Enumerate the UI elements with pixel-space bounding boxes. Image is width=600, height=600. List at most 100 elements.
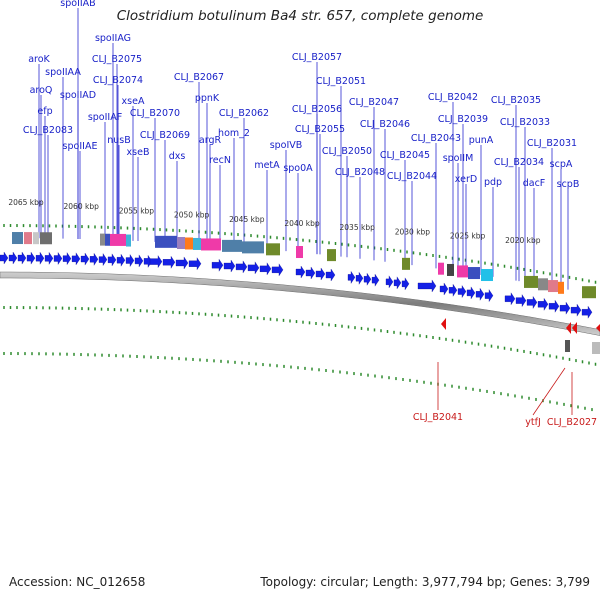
- feature-box: [565, 340, 570, 352]
- feature-box: [438, 262, 444, 275]
- gene-label: spoIIAE: [63, 141, 98, 152]
- gene-label: recN: [209, 155, 231, 166]
- reverse-leader-line: [532, 367, 566, 416]
- gene-label: CLJ_B2075: [92, 54, 142, 65]
- gene-arrow-forward: [475, 287, 485, 301]
- gene-label: CLJ_B2045: [380, 150, 430, 161]
- gene-arrow-forward: [149, 255, 163, 269]
- feature-box: [524, 275, 538, 288]
- gene-label: argR: [199, 135, 222, 146]
- gene-label: CLJ_B2043: [411, 133, 461, 144]
- gene-arrow-forward: [71, 252, 81, 266]
- feature-box: [193, 237, 201, 250]
- gene-arrow-forward: [504, 292, 516, 306]
- gene-label: aroQ: [30, 85, 53, 96]
- kbp-label: 2035 kbp: [340, 223, 376, 232]
- gene-arrow-forward: [107, 253, 117, 267]
- gene-label: aroK: [28, 54, 50, 65]
- gene-label: spoIIAF: [88, 112, 122, 123]
- feature-box: [548, 280, 558, 293]
- gene-label: CLJ_B2042: [428, 92, 478, 103]
- gene-label: xseB: [127, 147, 150, 158]
- feature-box: [481, 269, 493, 282]
- gene-arrow-forward: [134, 254, 144, 268]
- gene-label: CLJ_B2051: [316, 76, 366, 87]
- feature-box: [105, 233, 110, 246]
- gene-arrow-reverse: [566, 322, 571, 334]
- gene-arrow-forward: [581, 305, 593, 319]
- gene-label: spoIIAB: [60, 0, 95, 9]
- feature-box: [402, 257, 410, 270]
- gene-arrow-forward: [26, 251, 36, 265]
- feature-boxes: [12, 232, 600, 354]
- gene-arrow-forward: [484, 289, 494, 303]
- feature-box: [242, 241, 264, 254]
- gene-arrows: [0, 251, 600, 334]
- gene-label: spoIIAG: [95, 33, 131, 44]
- gene-label-reverse: ytfJ: [525, 417, 541, 428]
- feature-box: [110, 233, 126, 246]
- feature-box: [582, 286, 596, 299]
- gene-arrow-forward: [305, 266, 316, 280]
- gene-label: spoIIAD: [60, 90, 96, 101]
- gene-label: spoIIM: [443, 153, 474, 164]
- feature-box: [327, 249, 336, 262]
- gene-label: dacF: [523, 178, 546, 189]
- gene-label: CLJ_B2062: [219, 108, 269, 119]
- gene-label: CLJ_B2033: [500, 117, 550, 128]
- gene-label: pdp: [484, 177, 502, 188]
- gene-label: punA: [469, 135, 494, 146]
- gene-arrow-forward: [315, 267, 326, 281]
- gene-arrow-forward: [175, 256, 189, 270]
- gene-arrow-forward: [125, 254, 135, 268]
- feature-box: [558, 281, 564, 294]
- gene-arrow-forward: [371, 273, 380, 287]
- gene-label: CLJ_B2070: [130, 108, 180, 119]
- gene-arrow-forward: [355, 271, 364, 285]
- gene-arrow-forward: [271, 263, 284, 277]
- gene-arrow-forward: [401, 277, 410, 291]
- kbp-label: 2030 kbp: [395, 227, 431, 236]
- gene-label: xseA: [122, 96, 145, 107]
- gene-label: CLJ_B2044: [387, 171, 437, 182]
- genome-backbone: [0, 271, 600, 336]
- gene-label: xerD: [455, 174, 477, 185]
- feature-box: [201, 238, 221, 251]
- gene-label: CLJ_B2039: [438, 114, 488, 125]
- kbp-label: 2045 kbp: [229, 215, 265, 224]
- label-leader-lines: [38, 8, 573, 416]
- gene-arrow-forward: [393, 276, 402, 290]
- gene-arrow-forward: [526, 295, 538, 309]
- feature-box: [538, 278, 548, 291]
- gene-arrow-forward: [89, 252, 99, 266]
- gene-arrow-forward: [439, 282, 449, 296]
- gene-arrow-forward: [363, 272, 372, 286]
- gene-arrow-forward: [448, 283, 458, 297]
- gene-labels: 2065 kbp 2060 kbp 2055 kbp 2050 kbp 2045 kbp…: [8, 0, 597, 428]
- kbp-label: 2040 kbp: [284, 219, 320, 228]
- gene-arrow-forward: [8, 251, 18, 265]
- kbp-label: 2065 kbp: [8, 198, 44, 207]
- feature-box: [100, 233, 105, 246]
- gene-label: CLJ_B2035: [491, 95, 541, 106]
- feature-box: [155, 235, 177, 248]
- accession-text: Accession: NC_012658: [9, 575, 146, 589]
- gene-label: metA: [254, 160, 280, 171]
- gene-arrow-forward: [295, 265, 306, 279]
- gene-arrow-forward: [0, 251, 9, 265]
- summary-text: Topology: circular; Length: 3,977,794 bp…: [260, 575, 590, 589]
- gene-label: CLJ_B2056: [292, 104, 342, 115]
- gene-arrow-forward: [116, 253, 126, 267]
- gene-arrow-forward: [466, 286, 476, 300]
- gene-label: CLJ_B2034: [494, 157, 544, 168]
- gene-arrow-forward: [80, 252, 90, 266]
- gene-arrow-forward: [162, 255, 176, 269]
- gene-arrow-forward: [235, 260, 248, 274]
- gene-arrow-forward: [17, 251, 27, 265]
- feature-box: [447, 263, 454, 276]
- gene-label: hom_2: [218, 128, 250, 139]
- gene-label: efp: [37, 106, 52, 117]
- gene-arrow-forward: [570, 303, 582, 317]
- gene-arrow-forward: [457, 285, 467, 299]
